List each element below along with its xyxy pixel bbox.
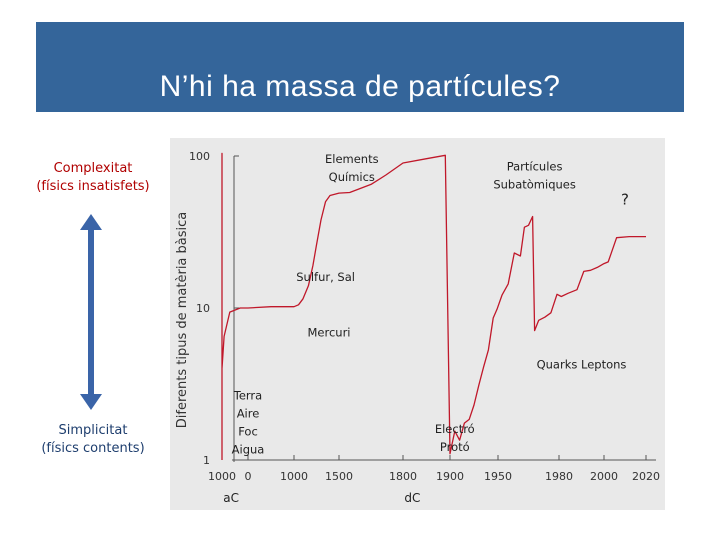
chart-series [221,152,646,460]
complexity-subtitle: (físics insatisfets) [36,179,150,194]
y-tick-label: 1 [203,454,210,467]
chart-annotation: Terra Aire Foc Aigua [232,389,265,457]
particle-types-chart: Diferents tipus de matèria bàsica 1 10 100… [175,150,660,505]
chart-panel: Diferents tipus de matèria bàsica 1 10 100… [170,138,665,510]
complexity-title: Complexitat [53,161,133,176]
era-label-ac: aC [223,491,239,505]
chart-annotation: Partícules Subatòmiques [493,160,576,192]
chart-annotations: Elements Químics Partícules Subatòmiques? Su… [232,152,629,457]
x-tick-label: 1900 [436,470,464,483]
simplicity-subtitle: (físics contents) [41,441,145,456]
title-banner: N’hi ha massa de partícules? [36,22,684,112]
series-line [221,152,646,460]
x-tick-label: 1000 [208,470,236,483]
x-tick-label: 2000 [590,470,618,483]
x-tick-label: 1950 [484,470,512,483]
complexity-label: Complexitat (físics insatisfets) [22,160,164,196]
y-tick-label: 100 [189,150,210,163]
chart-annotation: Sulfur, Sal [296,270,355,284]
era-label-dc: dC [404,491,420,505]
chart-axes [232,156,656,462]
simplicity-label: Simplicitat (físics contents) [22,422,164,458]
chart-annotation: Elements Químics [325,152,379,184]
x-tick-label: 1800 [389,470,417,483]
x-tick-label: 2020 [632,470,660,483]
x-tick-label: 0 [245,470,252,483]
chart-ticks: 1 10 100 1000 0 1000 1500 1800 1900 1950 1980 2000 2… [189,150,660,483]
chart-annotation: Quarks Leptons [537,357,627,371]
x-tick-label: 1000 [280,470,308,483]
slide-title: N’hi ha massa de partícules? [159,70,561,103]
y-axis-label: Diferents tipus de matèria bàsica [175,212,190,428]
y-tick-label: 10 [196,302,210,315]
x-tick-label: 1980 [545,470,573,483]
era-labels: aC dC [223,491,420,505]
chart-annotation: Electró Protó [435,422,475,454]
x-tick-label: 1500 [325,470,353,483]
complexity-scale-arrow [80,214,102,410]
simplicity-title: Simplicitat [58,423,128,438]
chart-annotation: ? [621,190,629,208]
chart-annotation: Mercuri [308,325,351,339]
